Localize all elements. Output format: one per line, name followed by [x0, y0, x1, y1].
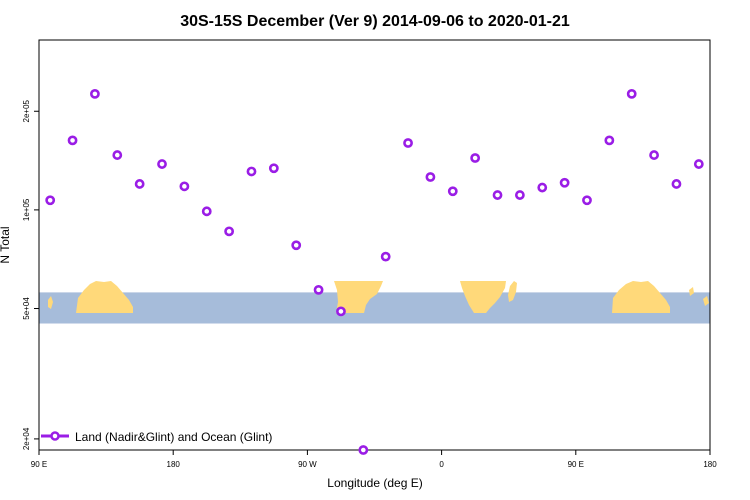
x-tick-label: 90 W [298, 460, 317, 469]
x-tick-label: 0 [439, 460, 444, 469]
data-point [425, 172, 436, 182]
x-tick-label: 90 E [31, 460, 47, 469]
map-land [48, 281, 709, 313]
data-point [626, 88, 637, 99]
x-tick-label: 90 E [568, 460, 584, 469]
data-point [291, 240, 302, 251]
legend-label: Land (Nadir&Glint) and Ocean (Glint) [75, 430, 272, 444]
x-tick-label: 180 [703, 460, 717, 469]
map-landmass-islands-east [689, 287, 694, 296]
data-point [537, 182, 548, 193]
data-point [358, 445, 369, 455]
y-axis-title: N Total [0, 226, 12, 263]
x-axis: 90 E 180 90 W 0 90 E 180 [31, 450, 717, 469]
data-point [380, 251, 391, 262]
data-point [403, 138, 413, 148]
data-point [112, 150, 123, 160]
map-landmass-australia [76, 281, 133, 313]
world-map-band [39, 281, 710, 324]
map-ocean [39, 292, 710, 324]
data-point [693, 159, 704, 169]
data-point [313, 284, 324, 295]
chart-title: 30S-15S December (Ver 9) 2014-09-06 to 2… [180, 13, 570, 30]
data-point [492, 190, 503, 200]
data-point [604, 135, 615, 146]
map-landmass-madagascar [508, 281, 517, 302]
data-point [559, 177, 570, 188]
data-point [514, 190, 525, 200]
legend-marker [50, 431, 60, 441]
data-point [649, 150, 659, 160]
data-point [246, 166, 257, 177]
data-point [90, 88, 100, 99]
y-tick-label: 1e+05 [22, 198, 31, 221]
data-point [671, 179, 682, 189]
data-point [157, 159, 167, 169]
y-tick-label: 2e+04 [22, 427, 31, 450]
legend: Land (Nadir&Glint) and Ocean (Glint) [41, 430, 272, 444]
data-point [201, 206, 212, 217]
data-point [67, 135, 78, 146]
data-point [224, 226, 235, 237]
data-point [179, 181, 190, 192]
data-point [45, 195, 56, 206]
x-tick-label: 180 [167, 460, 181, 469]
map-landmass-south-america [334, 281, 383, 313]
data-point [447, 186, 458, 197]
data-point [470, 153, 481, 163]
data-point [582, 195, 592, 206]
y-tick-label: 2e+05 [22, 99, 31, 122]
map-landmass-islands-east-2 [703, 296, 709, 306]
x-axis-title: Longitude (deg E) [327, 476, 422, 490]
y-tick-label: 5e+04 [22, 297, 31, 320]
plot-frame [38, 39, 711, 451]
map-landmass-australia-repeat [612, 281, 670, 313]
map-landmass-africa [460, 281, 506, 313]
data-points [45, 88, 704, 455]
y-axis: 2e+04 5e+04 1e+05 2e+05 [22, 99, 39, 450]
data-point [134, 179, 145, 189]
data-point [268, 163, 279, 174]
data-point [336, 306, 346, 317]
map-landmass-islands-west [48, 296, 53, 309]
